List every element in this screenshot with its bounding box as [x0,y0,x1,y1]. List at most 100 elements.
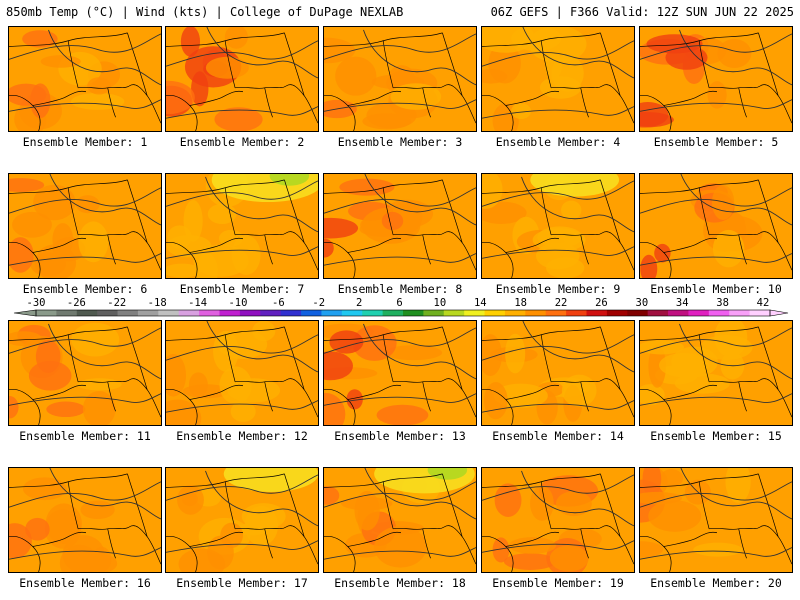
colorbar-swatch [729,310,751,316]
colorbar-swatch [239,310,261,316]
coastline [9,241,41,278]
coastline [442,32,463,96]
coastline [324,32,443,47]
colorbar-swatch [566,310,587,316]
coastline [640,473,759,488]
coastline [224,481,236,529]
height-contour [640,33,792,60]
height-contour [324,481,476,508]
colorbar-tick-label: -2 [312,297,326,309]
member-caption: Ensemble Member: 2 [179,135,305,149]
coastline [107,381,116,412]
coastline [189,384,244,400]
member-caption: Ensemble Member: 10 [650,282,782,296]
coastline [709,525,792,565]
height-contour [482,334,634,361]
ensemble-map-11 [8,320,162,426]
height-contour [324,393,476,406]
coastline [738,87,747,118]
coastline [600,179,621,243]
coastline [422,87,431,118]
member-caption: Ensemble Member: 9 [495,282,621,296]
coastline [505,237,560,253]
height-contour [166,246,318,259]
coastline [422,381,431,412]
height-contour [166,180,318,207]
colorbar-right-arrow [769,309,789,317]
colorbar-tick-label: 42 [756,297,770,309]
header-run-info: 06Z GEFS | F366 Valid: 12Z SUN JUN 22 20… [490,5,794,19]
height-contour [48,29,161,86]
colorbar-swatch [403,310,424,316]
ensemble-map-5 [639,26,793,132]
coastline [442,326,463,390]
colorbar-tick-label: 10 [433,297,447,309]
member-caption: Ensemble Member: 20 [650,576,782,590]
colorbar-swatch [56,310,78,316]
coastline [166,32,285,47]
temperature-field [324,321,476,425]
coastline [32,384,87,400]
member-caption: Ensemble Member: 5 [653,135,779,149]
height-contour [9,327,161,354]
colorbar-tick-label: 26 [595,297,608,309]
height-contour [205,176,318,233]
coastline [600,473,621,537]
temperature-field [482,468,634,572]
colorbar-tick-label: 30 [635,297,649,309]
coastline [166,326,285,341]
temperature-field [640,27,792,131]
height-contour [363,323,476,380]
colorbar-tick-label: 34 [675,297,689,309]
colorbar-swatch [423,310,445,316]
height-contour [364,174,476,226]
height-contour [521,176,634,233]
colorbar-swatch [749,310,771,316]
coastline [382,481,394,529]
coastline [166,473,285,488]
coastline [347,237,402,253]
member-caption: Ensemble Member: 14 [492,429,624,443]
colorbar-tick-label: -26 [66,297,86,309]
coastline [422,234,431,265]
ensemble-map-1 [8,26,162,132]
colorbar-swatch [606,310,628,316]
temperature-field [482,321,634,425]
height-contour [640,187,792,214]
member-caption: Ensemble Member: 6 [22,282,148,296]
coastline [393,84,476,124]
colorbar-swatch [117,310,139,316]
colorbar-swatch [647,310,669,316]
height-contour [9,187,161,214]
ensemble-map-10 [639,173,793,279]
temperature-field [9,468,161,572]
coastline [442,179,463,243]
coastline [663,531,718,547]
temperature-field [166,321,318,425]
height-contour [640,327,792,354]
coastline [382,40,394,88]
height-contour [206,321,318,373]
coastline [264,528,273,559]
coastline [264,381,273,412]
coastline [284,326,305,390]
coastline [709,378,792,418]
height-contour [206,27,318,79]
height-contour [640,393,792,406]
coastline [224,40,236,88]
colorbar-tick-label: -22 [107,297,127,309]
coastline [580,234,589,265]
colorbar-left-arrow [13,309,37,317]
coastline [442,473,463,537]
colorbar-swatch [97,310,119,316]
member-caption: Ensemble Member: 8 [337,282,463,296]
coastline [640,535,672,572]
height-contour [680,174,792,226]
coastline [107,528,116,559]
colorbar-swatch [158,310,180,316]
coastline [9,388,41,425]
colorbar-tick-label: 14 [473,297,487,309]
coastline [640,94,672,131]
coastline [235,231,318,271]
height-contour [9,253,161,266]
